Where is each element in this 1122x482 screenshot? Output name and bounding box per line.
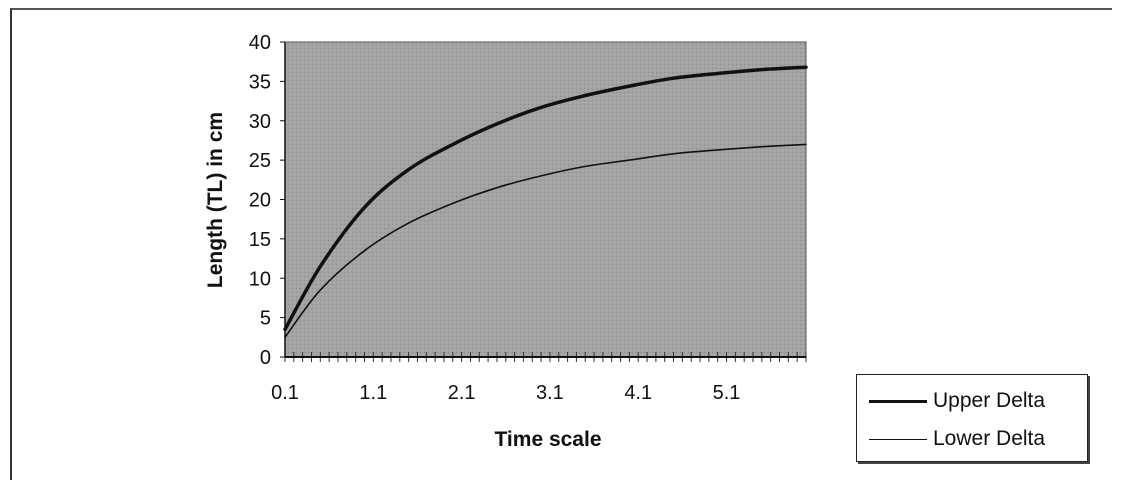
y-tick-label: 20 bbox=[249, 190, 271, 212]
y-tick-label: 10 bbox=[249, 268, 271, 290]
y-tick-label: 15 bbox=[249, 229, 271, 251]
legend: Upper Delta Lower Delta bbox=[856, 374, 1088, 462]
x-tick-label: 5.1 bbox=[713, 382, 741, 404]
legend-label-upper-delta: Upper Delta bbox=[933, 389, 1046, 412]
x-tick-label: 2.1 bbox=[448, 382, 476, 404]
series-line-lower-delta bbox=[284, 143, 807, 339]
y-tick-label: 5 bbox=[260, 308, 271, 330]
legend-item-lower-delta: Lower Delta bbox=[869, 427, 1045, 451]
y-tick-label: 40 bbox=[249, 32, 271, 54]
y-tick-label: 35 bbox=[249, 71, 271, 93]
y-tick-label: 30 bbox=[249, 111, 271, 133]
y-tick-label: 0 bbox=[260, 347, 271, 369]
x-tick-label: 3.1 bbox=[536, 382, 564, 404]
series-line-upper-delta bbox=[283, 65, 808, 332]
legend-swatch-upper-delta bbox=[869, 399, 927, 403]
x-axis-ticks: 0.1 1.1 2.1 3.1 4.1 5.1 bbox=[271, 382, 740, 404]
y-axis-ticks: 0 5 10 15 20 25 30 35 40 bbox=[249, 32, 285, 369]
x-tick-label: 4.1 bbox=[624, 382, 652, 404]
y-tick-label: 25 bbox=[249, 150, 271, 172]
y-axis-title: Length (TL) in cm bbox=[204, 112, 227, 288]
x-tick-label: 0.1 bbox=[271, 382, 299, 404]
legend-item-upper-delta: Upper Delta bbox=[869, 389, 1045, 413]
plot-area bbox=[284, 41, 807, 358]
series-lines bbox=[283, 65, 808, 339]
legend-swatch-lower-delta bbox=[869, 438, 927, 440]
x-tick-label: 1.1 bbox=[359, 382, 387, 404]
legend-label-lower-delta: Lower Delta bbox=[933, 427, 1046, 450]
x-axis-title: Time scale bbox=[494, 428, 601, 451]
figure-frame bbox=[10, 8, 1112, 480]
